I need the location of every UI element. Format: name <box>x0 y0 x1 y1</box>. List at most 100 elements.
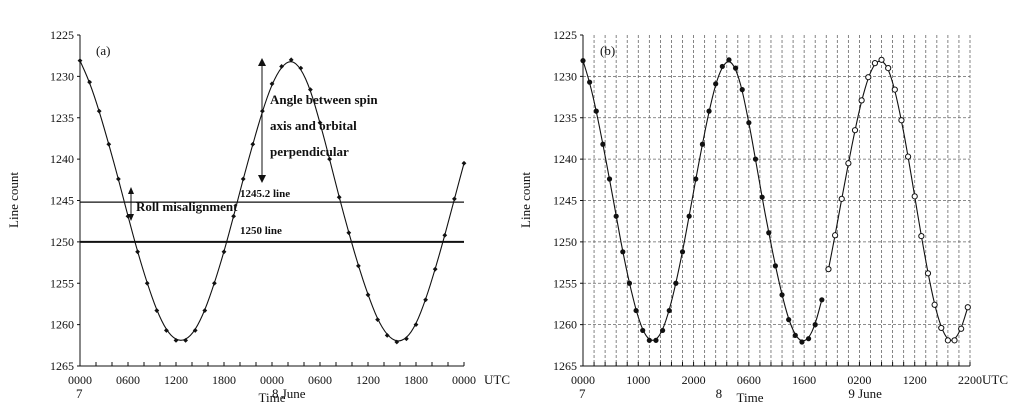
data-point <box>620 249 626 255</box>
data-point <box>202 308 208 313</box>
spin-annotation-line-3: perpendicular <box>270 144 349 159</box>
data-point-open <box>832 232 839 239</box>
data-point <box>336 194 342 200</box>
data-point <box>766 230 772 236</box>
data-point <box>135 249 140 255</box>
y-tick-label: 1225 <box>50 28 74 42</box>
x-tick-label: 1600 <box>792 373 816 387</box>
reference-lines-a <box>80 201 464 243</box>
data-point <box>346 230 352 236</box>
data-point <box>144 280 150 286</box>
data-point <box>356 263 361 269</box>
y-tick-label: 1260 <box>50 318 74 332</box>
x-tick-label: 0000 <box>68 373 92 387</box>
data-point <box>288 57 294 63</box>
data-point-open <box>938 324 945 332</box>
data-point-open <box>891 86 898 93</box>
data-point <box>154 308 160 313</box>
data-point <box>327 156 332 162</box>
x-tick-label: 0600 <box>308 373 332 387</box>
chart-panel-a: 1225 1230 1235 1240 1245 1250 1255 1260 1265 000… <box>6 28 510 405</box>
x-tick-label: 0600 <box>116 373 140 387</box>
x-tick-label: 1000 <box>626 373 650 387</box>
data-point <box>606 176 613 182</box>
data-point-open <box>944 337 951 344</box>
data-point-open <box>958 325 965 332</box>
data-point-open <box>858 97 865 104</box>
series-line <box>582 60 823 342</box>
data-point <box>739 87 745 93</box>
data-point <box>660 327 666 334</box>
x-ticks-a: 0000 0600 1200 1800 0000 0600 1200 1800 0000 <box>68 362 476 387</box>
y-tick-label: 1265 <box>553 359 577 373</box>
data-point <box>799 339 805 345</box>
data-point <box>384 332 390 338</box>
data-point <box>365 292 371 298</box>
data-point <box>96 108 102 114</box>
data-point-open <box>904 153 912 160</box>
y-tick-label: 1255 <box>553 276 577 290</box>
data-point <box>693 176 699 182</box>
y-tick-label: 1225 <box>553 28 577 42</box>
data-point <box>192 328 198 333</box>
data-point-open <box>851 127 859 134</box>
data-point <box>432 266 438 272</box>
data-point <box>375 317 380 323</box>
data-point <box>240 176 246 182</box>
x-tick-label: 2000 <box>682 373 706 387</box>
data-point <box>116 176 121 182</box>
chart-panel-b: 1225 1230 1235 1240 1245 1250 1255 1260 1265 000… <box>518 28 1008 405</box>
data-point <box>106 141 112 147</box>
y-tick-label: 1230 <box>553 69 577 83</box>
y-ticks-b: 1225 1230 1235 1240 1245 1250 1255 1260 1265 <box>553 28 583 373</box>
data-point <box>442 232 448 238</box>
data-point <box>640 327 646 334</box>
hline-label-1245: 1245.2 line <box>240 188 290 200</box>
date-labels-a: 7 8 June <box>76 386 306 401</box>
data-point <box>164 328 169 333</box>
data-point <box>461 160 467 166</box>
series-a <box>77 57 467 345</box>
panel-label-a: (a) <box>96 43 110 58</box>
date-label: 8 June <box>272 386 306 401</box>
data-point <box>772 263 778 269</box>
data-point <box>812 322 818 328</box>
data-point <box>759 194 765 200</box>
y-tick-label: 1265 <box>50 359 74 373</box>
y-tick-label: 1230 <box>50 69 74 83</box>
data-point <box>819 297 825 303</box>
data-point <box>183 337 188 343</box>
roll-arrow-head-bottom <box>128 214 134 221</box>
data-point <box>786 317 792 323</box>
data-point <box>394 339 400 345</box>
data-point <box>423 297 428 303</box>
data-point <box>633 307 639 314</box>
x-tick-label: 1200 <box>903 373 927 387</box>
y-tick-label: 1240 <box>50 152 74 166</box>
data-point <box>125 213 131 219</box>
data-point <box>792 332 798 338</box>
y-tick-label: 1250 <box>553 235 577 249</box>
annotations-a: Angle between spin axis and orbital perp… <box>128 58 378 237</box>
data-point <box>452 196 457 202</box>
data-point <box>653 337 659 343</box>
data-point-open <box>924 270 932 277</box>
y-tick-label: 1235 <box>553 111 577 125</box>
y-tick-label: 1260 <box>553 318 577 332</box>
series-line <box>79 60 465 342</box>
data-point <box>646 337 652 343</box>
data-point <box>317 120 323 126</box>
data-point <box>666 307 672 314</box>
data-point <box>713 81 719 87</box>
x-unit-b: UTC <box>982 372 1008 387</box>
data-point-open <box>838 195 845 202</box>
x-tick-label: 1200 <box>356 373 380 387</box>
data-point <box>173 337 179 343</box>
data-point-open <box>931 301 938 308</box>
data-point <box>269 81 275 87</box>
data-point-open <box>878 56 885 63</box>
data-point <box>706 108 712 114</box>
data-point <box>600 141 606 147</box>
data-point <box>413 322 419 328</box>
